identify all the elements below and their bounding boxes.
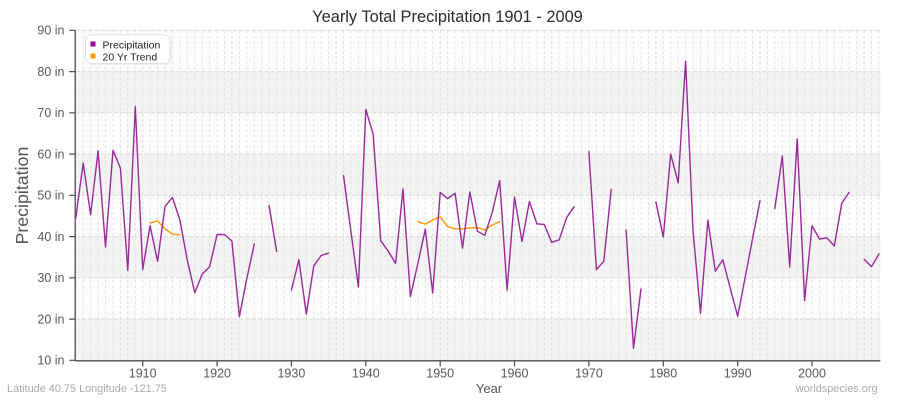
svg-text:70 in: 70 in	[37, 106, 64, 120]
svg-text:Precipitation: Precipitation	[12, 147, 32, 245]
svg-text:20 Yr Trend: 20 Yr Trend	[103, 52, 158, 64]
svg-text:2000: 2000	[798, 367, 826, 381]
svg-text:30 in: 30 in	[37, 271, 64, 285]
svg-text:1950: 1950	[426, 367, 454, 381]
svg-text:1940: 1940	[352, 367, 380, 381]
svg-text:90 in: 90 in	[37, 24, 64, 38]
svg-text:1970: 1970	[575, 367, 603, 381]
svg-text:1920: 1920	[203, 367, 231, 381]
svg-text:worldspecies.org: worldspecies.org	[795, 383, 878, 395]
svg-text:Yearly Total Precipitation 190: Yearly Total Precipitation 1901 - 2009	[312, 8, 583, 26]
svg-text:60 in: 60 in	[37, 147, 64, 161]
svg-text:1980: 1980	[649, 367, 677, 381]
svg-text:1990: 1990	[724, 367, 752, 381]
svg-text:80 in: 80 in	[37, 65, 64, 79]
svg-text:1910: 1910	[129, 367, 157, 381]
svg-text:Precipitation: Precipitation	[103, 40, 161, 52]
svg-text:Latitude 40.75 Longitude -121.: Latitude 40.75 Longitude -121.75	[7, 383, 167, 395]
svg-text:20 in: 20 in	[37, 312, 64, 326]
svg-text:40 in: 40 in	[37, 230, 64, 244]
svg-text:1960: 1960	[501, 367, 529, 381]
svg-text:1930: 1930	[277, 367, 305, 381]
svg-text:Year: Year	[476, 381, 503, 396]
svg-text:10 in: 10 in	[37, 354, 64, 368]
svg-text:50 in: 50 in	[37, 189, 64, 203]
